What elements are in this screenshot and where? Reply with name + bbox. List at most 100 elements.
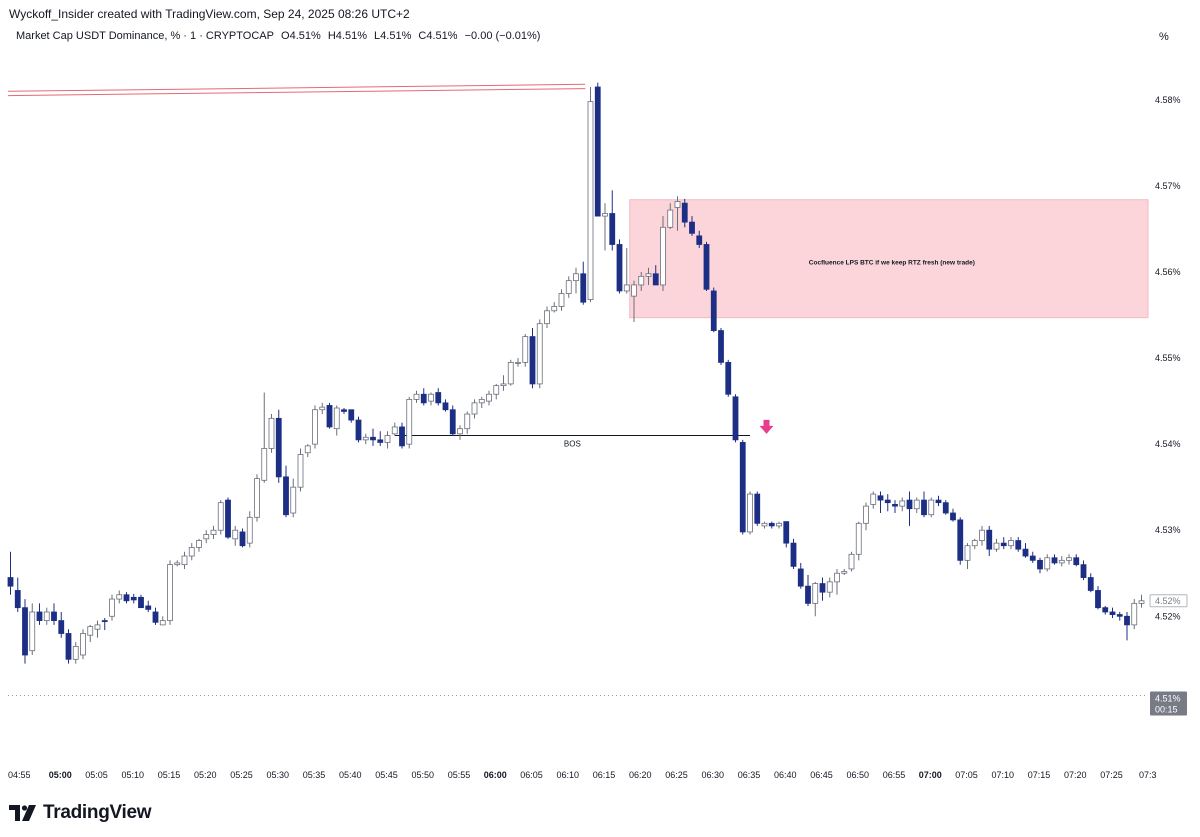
candle[interactable] — [275, 409, 282, 483]
candle[interactable] — [94, 620, 101, 638]
candle[interactable] — [312, 405, 318, 449]
candle[interactable] — [1022, 543, 1029, 558]
candle[interactable] — [761, 521, 768, 529]
candle[interactable] — [935, 495, 942, 507]
candle[interactable] — [1080, 560, 1087, 581]
candle[interactable] — [522, 334, 529, 367]
resistance-line[interactable] — [7, 88, 586, 97]
candle[interactable] — [1109, 607, 1116, 618]
candle[interactable] — [232, 525, 239, 546]
candle[interactable] — [152, 607, 159, 625]
candle[interactable] — [246, 511, 253, 548]
candle[interactable] — [254, 474, 260, 522]
candle[interactable] — [921, 491, 927, 518]
candle[interactable] — [304, 444, 311, 458]
candle[interactable] — [718, 327, 724, 365]
candle[interactable] — [971, 538, 978, 550]
candle[interactable] — [754, 491, 761, 526]
candle[interactable] — [362, 433, 369, 445]
candle[interactable] — [159, 616, 166, 626]
candle[interactable] — [22, 599, 28, 664]
candle[interactable] — [1102, 605, 1109, 615]
candle[interactable] — [1044, 554, 1051, 572]
candle[interactable] — [652, 265, 659, 286]
candle[interactable] — [703, 241, 710, 291]
down-arrow-icon[interactable] — [759, 419, 774, 434]
candle[interactable] — [500, 375, 507, 391]
candle[interactable] — [623, 247, 630, 294]
candle[interactable] — [203, 530, 210, 544]
candle[interactable] — [884, 494, 891, 512]
candle[interactable] — [544, 306, 550, 328]
candle[interactable] — [51, 603, 57, 625]
candle[interactable] — [123, 592, 130, 604]
candle[interactable] — [130, 593, 137, 604]
candle[interactable] — [776, 521, 782, 529]
candle[interactable] — [217, 500, 224, 535]
candle[interactable] — [587, 87, 594, 303]
candle[interactable] — [913, 497, 920, 514]
candle[interactable] — [660, 216, 666, 291]
candle[interactable] — [1124, 611, 1130, 641]
candle[interactable] — [138, 594, 144, 609]
candle[interactable] — [979, 525, 985, 546]
candle[interactable] — [1029, 551, 1036, 563]
candle[interactable] — [529, 327, 536, 389]
candle[interactable] — [174, 560, 181, 567]
candle[interactable] — [486, 390, 492, 406]
candle[interactable] — [87, 624, 94, 643]
candle[interactable] — [826, 577, 833, 598]
candle[interactable] — [399, 422, 405, 449]
candle[interactable] — [515, 358, 521, 367]
candle[interactable] — [594, 82, 601, 217]
candle[interactable] — [1000, 537, 1007, 550]
candle[interactable] — [457, 425, 463, 440]
candle[interactable] — [188, 543, 195, 561]
candle[interactable] — [1066, 554, 1072, 565]
candle[interactable] — [950, 508, 956, 522]
candle[interactable] — [1037, 557, 1043, 574]
candle[interactable] — [181, 551, 188, 569]
candle[interactable] — [906, 491, 913, 526]
candle[interactable] — [1131, 599, 1138, 630]
candle[interactable] — [710, 287, 717, 333]
candle[interactable] — [261, 392, 268, 483]
candle[interactable] — [855, 521, 862, 561]
candle[interactable] — [377, 431, 384, 446]
candle[interactable] — [834, 568, 840, 595]
candle[interactable] — [616, 239, 623, 294]
candle[interactable] — [602, 203, 608, 251]
candle[interactable] — [341, 408, 347, 415]
candle[interactable] — [942, 500, 949, 515]
candle[interactable] — [681, 198, 688, 228]
candle[interactable] — [768, 521, 775, 529]
candle[interactable] — [565, 276, 572, 298]
candle[interactable] — [355, 416, 362, 443]
candle[interactable] — [72, 642, 79, 664]
tradingview-logo[interactable]: TradingView — [9, 801, 152, 825]
candle[interactable] — [558, 289, 565, 311]
candle[interactable] — [145, 600, 152, 612]
candle[interactable] — [210, 525, 217, 539]
candle[interactable] — [283, 465, 289, 518]
candle[interactable] — [413, 390, 420, 403]
candle[interactable] — [290, 478, 297, 518]
candle[interactable] — [268, 414, 275, 453]
candle[interactable] — [870, 491, 877, 509]
candle[interactable] — [957, 517, 964, 565]
candle[interactable] — [689, 216, 695, 236]
candle[interactable] — [428, 392, 434, 406]
candle[interactable] — [1008, 537, 1014, 550]
candle[interactable] — [877, 491, 884, 514]
candle[interactable] — [101, 618, 108, 631]
candle[interactable] — [667, 203, 674, 230]
candle[interactable] — [674, 196, 681, 231]
candle[interactable] — [964, 543, 971, 569]
candle[interactable] — [747, 491, 753, 535]
candle[interactable] — [848, 551, 855, 572]
candle[interactable] — [631, 280, 637, 322]
candle[interactable] — [65, 629, 72, 664]
candle[interactable] — [29, 603, 36, 656]
candle[interactable] — [536, 319, 543, 389]
